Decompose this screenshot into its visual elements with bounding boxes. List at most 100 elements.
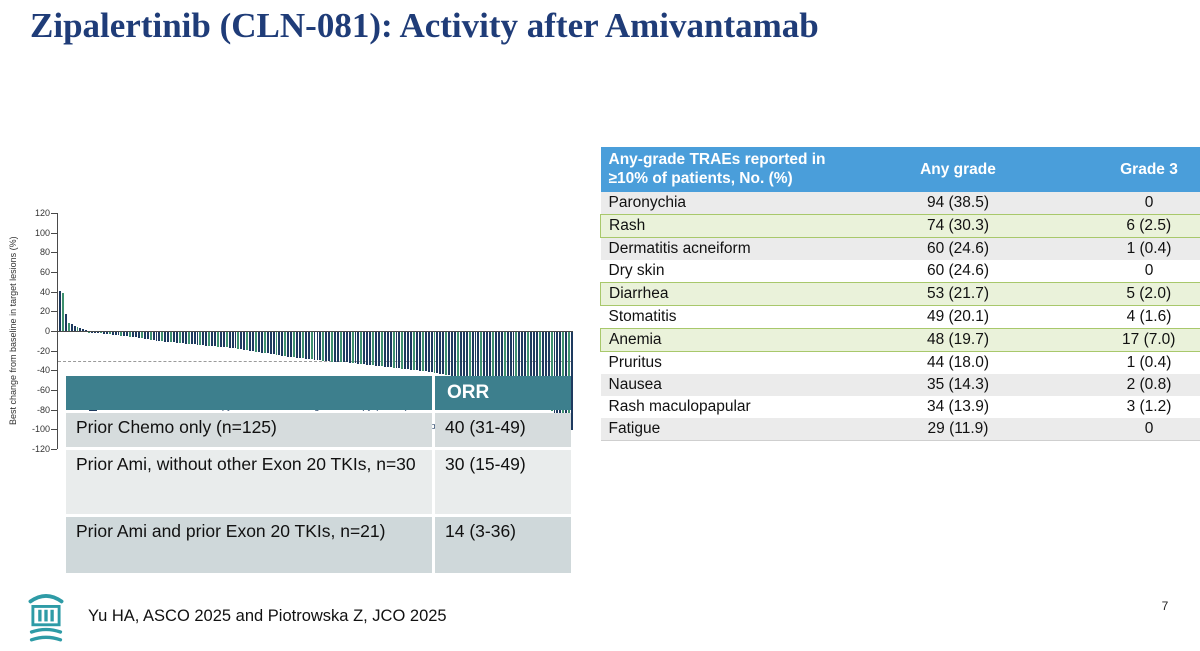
y-tick-label: 0 bbox=[44, 326, 50, 336]
y-tick-mark bbox=[51, 429, 57, 431]
trae-table: Any-grade TRAEs reported in ≥10% of pati… bbox=[600, 147, 1200, 441]
y-tick-mark bbox=[51, 252, 57, 254]
institution-logo-icon bbox=[26, 589, 66, 650]
waterfall-bar bbox=[500, 332, 503, 385]
waterfall-bar bbox=[73, 326, 76, 331]
waterfall-bar bbox=[208, 332, 211, 346]
waterfall-bar bbox=[471, 332, 474, 380]
y-tick-label: -60 bbox=[36, 385, 50, 395]
waterfall-bar bbox=[360, 332, 363, 365]
waterfall-bar bbox=[278, 332, 281, 355]
orr-table: ORR Prior Chemo only (n=125) 40 (31-49) Pr… bbox=[63, 373, 574, 576]
waterfall-bar bbox=[459, 332, 462, 378]
waterfall-bar bbox=[389, 332, 392, 368]
trae-table-row: Dermatitis acneiform 60 (24.6) 1 (0.4) bbox=[600, 237, 1200, 260]
waterfall-bar bbox=[202, 332, 205, 345]
waterfall-bar bbox=[120, 332, 123, 336]
waterfall-bar bbox=[132, 332, 135, 337]
citation-text: Yu HA, ASCO 2025 and Piotrowska Z, JCO 2… bbox=[88, 607, 447, 625]
waterfall-bar bbox=[173, 332, 176, 342]
waterfall-bar bbox=[240, 332, 243, 349]
waterfall-bar bbox=[451, 332, 454, 377]
y-tick-mark bbox=[51, 272, 57, 273]
trae-table-row: Stomatitis 49 (20.1) 4 (1.6) bbox=[600, 305, 1200, 329]
waterfall-bar bbox=[117, 332, 120, 335]
waterfall-bar bbox=[380, 332, 383, 367]
orr-header-blank bbox=[66, 376, 432, 410]
waterfall-bar bbox=[135, 332, 137, 337]
waterfall-bar bbox=[366, 332, 369, 366]
trae-any-grade-value: 94 (38.5) bbox=[852, 191, 1064, 215]
trae-table-row: Rash maculopapular 34 (13.9) 3 (1.2) bbox=[600, 395, 1200, 418]
waterfall-bar bbox=[354, 332, 357, 364]
trae-any-grade-value: 60 (24.6) bbox=[852, 237, 1064, 260]
y-tick-label: 60 bbox=[39, 267, 50, 277]
y-tick-label: 80 bbox=[39, 247, 50, 258]
trae-any-grade-value: 49 (20.1) bbox=[852, 305, 1064, 329]
waterfall-bar bbox=[535, 332, 538, 402]
waterfall-bar bbox=[541, 332, 544, 406]
y-tick-mark bbox=[51, 331, 57, 332]
waterfall-bar bbox=[275, 332, 278, 355]
waterfall-bar bbox=[105, 332, 108, 334]
waterfall-bar bbox=[331, 332, 334, 362]
waterfall-bar bbox=[336, 332, 339, 362]
waterfall-bar bbox=[67, 323, 70, 331]
waterfall-bar bbox=[252, 332, 255, 351]
waterfall-bar bbox=[439, 332, 442, 375]
y-tick-label: 100 bbox=[34, 227, 50, 238]
waterfall-bar bbox=[138, 332, 140, 338]
trae-name: Fatigue bbox=[600, 417, 853, 441]
orr-row-value: 30 (15-49) bbox=[435, 450, 571, 514]
trae-name: Stomatitis bbox=[600, 305, 853, 329]
y-tick-mark bbox=[51, 311, 57, 313]
waterfall-bar bbox=[316, 332, 319, 360]
waterfall-bar bbox=[433, 332, 436, 374]
waterfall-bar bbox=[196, 332, 199, 345]
waterfall-bar bbox=[181, 332, 184, 343]
trae-table-row: Nausea 35 (14.3) 2 (0.8) bbox=[600, 373, 1200, 396]
trae-any-grade-value: 29 (11.9) bbox=[852, 417, 1064, 441]
waterfall-bar bbox=[404, 332, 407, 370]
waterfall-bar bbox=[544, 332, 547, 408]
trae-header-any-grade: Any grade bbox=[852, 147, 1064, 192]
waterfall-bar bbox=[477, 332, 480, 381]
trae-name: Diarrhea bbox=[600, 282, 853, 306]
waterfall-bar bbox=[123, 332, 126, 336]
waterfall-bar bbox=[383, 332, 386, 368]
waterfall-bar bbox=[533, 332, 535, 400]
trae-grade3-value: 5 (2.0) bbox=[1063, 282, 1200, 306]
waterfall-bar bbox=[170, 332, 173, 342]
orr-header-orr: ORR bbox=[435, 376, 571, 410]
waterfall-bar bbox=[448, 332, 451, 376]
waterfall-bar bbox=[521, 332, 524, 392]
y-tick-mark bbox=[51, 370, 57, 372]
waterfall-bar bbox=[465, 332, 468, 379]
waterfall-bar bbox=[462, 332, 465, 379]
trae-table-row: Rash 74 (30.3) 6 (2.5) bbox=[600, 214, 1200, 238]
waterfall-bar bbox=[129, 332, 132, 337]
waterfall-bar bbox=[161, 332, 164, 341]
waterfall-bar bbox=[205, 332, 208, 346]
y-tick-mark bbox=[51, 409, 57, 411]
y-tick-label: -40 bbox=[36, 365, 50, 376]
trae-table-row: Dry skin 60 (24.6) 0 bbox=[600, 259, 1200, 283]
waterfall-bar bbox=[158, 332, 161, 341]
page-title: Zipalertinib (CLN-081): Activity after A… bbox=[30, 6, 819, 45]
waterfall-bar bbox=[345, 332, 348, 363]
waterfall-bar bbox=[456, 332, 459, 378]
response-threshold-dashed-line bbox=[58, 360, 573, 362]
waterfall-bar bbox=[263, 332, 266, 353]
y-tick-label: -80 bbox=[36, 404, 50, 415]
waterfall-bar bbox=[418, 332, 421, 372]
waterfall-bar bbox=[348, 332, 351, 364]
trae-grade3-value: 4 (1.6) bbox=[1063, 305, 1200, 329]
y-tick-mark bbox=[51, 449, 57, 450]
waterfall-bar bbox=[146, 332, 149, 339]
waterfall-bar bbox=[386, 332, 389, 368]
orr-row-label: Prior Ami, without other Exon 20 TKIs, n… bbox=[66, 450, 432, 514]
waterfall-bar bbox=[512, 332, 515, 387]
waterfall-bar bbox=[398, 332, 401, 369]
trae-any-grade-value: 60 (24.6) bbox=[852, 259, 1064, 283]
waterfall-chart: Best change from baseline in target lesi… bbox=[0, 100, 590, 454]
